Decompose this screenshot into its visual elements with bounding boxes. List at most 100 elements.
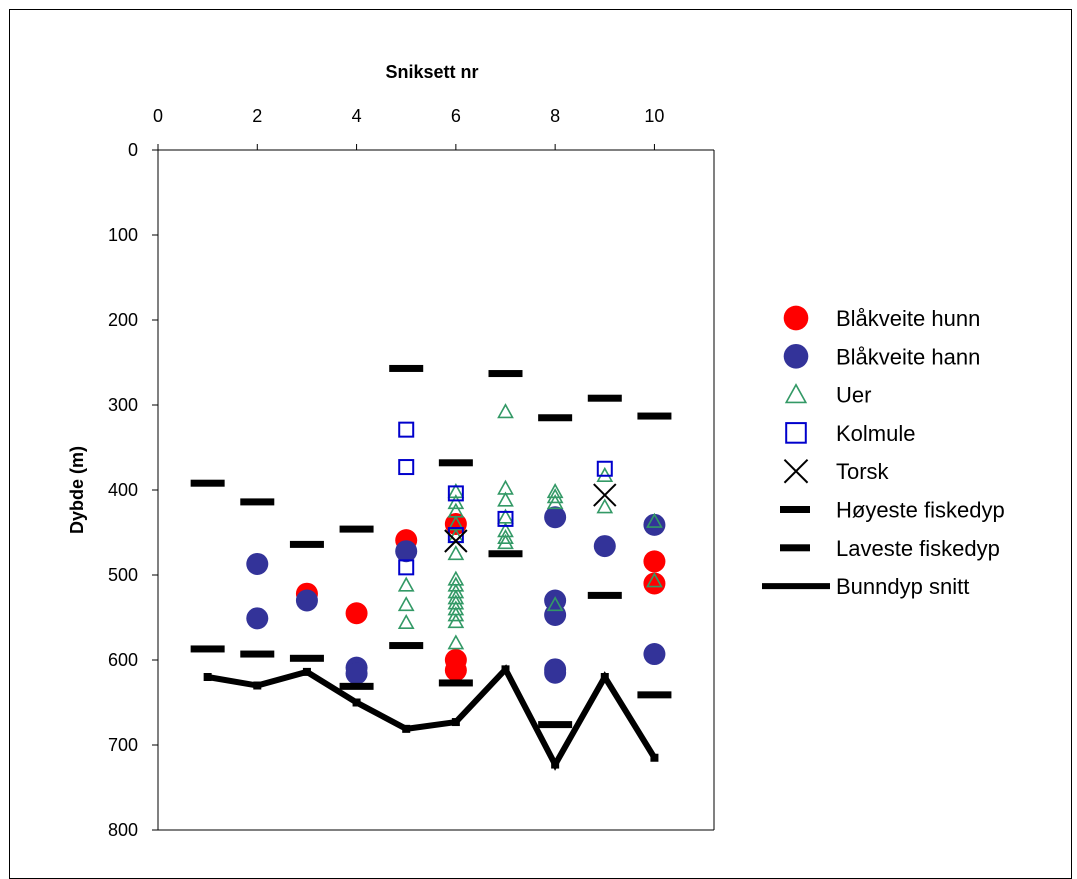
point-dash <box>587 591 622 599</box>
point-circle <box>345 662 368 685</box>
point-dash <box>289 540 324 548</box>
point-dash <box>389 642 424 650</box>
bunndyp-point <box>501 665 510 674</box>
point-x-stroke <box>444 529 468 553</box>
point-dash <box>240 498 275 506</box>
point-triangle-open <box>546 596 564 612</box>
legend-swatch-circle <box>783 305 809 331</box>
legend-label: Uer <box>836 383 871 408</box>
series-2 <box>397 403 663 650</box>
point-dash <box>538 721 573 729</box>
bunndyp-point <box>302 667 311 676</box>
point-dash <box>389 364 424 372</box>
point-square-open <box>398 459 415 476</box>
series-7 <box>203 664 659 771</box>
legend-label: Bunndyp snitt <box>836 574 969 599</box>
point-square-open <box>497 510 514 527</box>
legend-swatch-x <box>783 458 809 484</box>
x-tick-label: 10 <box>644 106 664 126</box>
legend-label: Høyeste fiskedyp <box>836 498 1005 523</box>
point-circle <box>643 643 666 666</box>
legend-swatch-x-stroke <box>783 458 809 484</box>
x-tick-label: 4 <box>352 106 362 126</box>
legend-item: Høyeste fiskedyp <box>780 498 1005 523</box>
bunndyp-line <box>207 664 657 771</box>
x-tick-label: 6 <box>451 106 461 126</box>
point-triangle-open <box>397 576 415 592</box>
point-circle <box>444 659 467 682</box>
point-triangle-open <box>546 494 564 510</box>
point-triangle-open <box>447 634 465 650</box>
point-triangle-open <box>596 498 614 514</box>
bunndyp-point <box>451 718 460 727</box>
bunndyp-point <box>352 698 361 707</box>
y-tick-label: 300 <box>108 395 138 415</box>
legend-label: Blåkveite hann <box>836 344 980 369</box>
axes: 0 2 4 6 8 100100200300400500600700800Sniksett… <box>67 62 715 840</box>
point-dash <box>438 459 473 467</box>
point-triangle-open <box>447 613 465 629</box>
point-circle <box>544 603 567 626</box>
y-tick-label: 500 <box>108 565 138 585</box>
series-5 <box>190 364 672 548</box>
legend-label: Torsk <box>836 459 890 484</box>
point-square-open <box>596 460 613 477</box>
bunndyp-point <box>650 753 659 762</box>
bunndyp-point <box>600 673 609 681</box>
point-dash <box>488 550 523 558</box>
point-square-open <box>398 559 415 576</box>
series-6 <box>190 550 672 729</box>
y-tick-label: 600 <box>108 650 138 670</box>
legend-swatch-dash <box>780 544 810 552</box>
point-dash <box>190 645 225 653</box>
point-circle <box>246 607 269 630</box>
point-circle <box>345 602 368 625</box>
point-circle <box>246 552 269 575</box>
point-square-open <box>398 421 415 438</box>
x-axis-title: Sniksett nr <box>385 62 478 82</box>
point-dash <box>190 479 225 487</box>
point-triangle-open <box>646 512 663 528</box>
x-tick-label: 0 <box>153 106 163 126</box>
point-dash <box>488 370 523 378</box>
point-circle <box>643 513 666 536</box>
point-triangle-open <box>397 613 415 630</box>
point-triangle-open <box>447 545 465 561</box>
legend-swatch-square-open <box>785 422 807 444</box>
bunndyp-point <box>402 724 411 733</box>
legend: Blåkveite hunn Blåkveite hann Uer Kolmule To… <box>762 305 1005 599</box>
point-triangle-open <box>397 596 415 612</box>
legend-item: Blåkveite hunn <box>783 305 980 331</box>
point-triangle-open <box>497 491 514 507</box>
y-tick-label: 800 <box>108 820 138 840</box>
point-circle <box>643 550 666 573</box>
point-triangle-open <box>447 494 465 510</box>
y-tick-label: 100 <box>108 225 138 245</box>
legend-item: Bunndyp snitt <box>762 574 969 599</box>
point-square-open <box>447 485 464 502</box>
point-dash <box>339 525 374 533</box>
data-marks <box>190 364 672 771</box>
point-circle <box>395 540 418 563</box>
legend-swatch-triangle-open <box>784 383 808 404</box>
point-triangle-open <box>497 403 514 419</box>
point-dash <box>240 650 275 658</box>
point-circle <box>295 589 318 612</box>
point-x <box>444 529 468 553</box>
bunndyp-point <box>203 673 212 681</box>
bunndyp-point <box>551 760 560 769</box>
y-tick-label: 700 <box>108 735 138 755</box>
point-circle <box>593 535 616 558</box>
point-triangle-open <box>646 572 663 588</box>
x-tick-label: 2 <box>252 106 262 126</box>
point-dash <box>438 679 473 687</box>
point-triangle-open <box>497 534 514 550</box>
point-dash <box>289 654 324 662</box>
point-dash <box>637 412 672 420</box>
legend-item: Uer <box>784 383 871 408</box>
point-dash <box>637 691 672 699</box>
legend-label: Blåkveite hunn <box>836 306 980 331</box>
point-triangle-open <box>497 528 514 545</box>
legend-swatch-dash <box>780 506 810 513</box>
